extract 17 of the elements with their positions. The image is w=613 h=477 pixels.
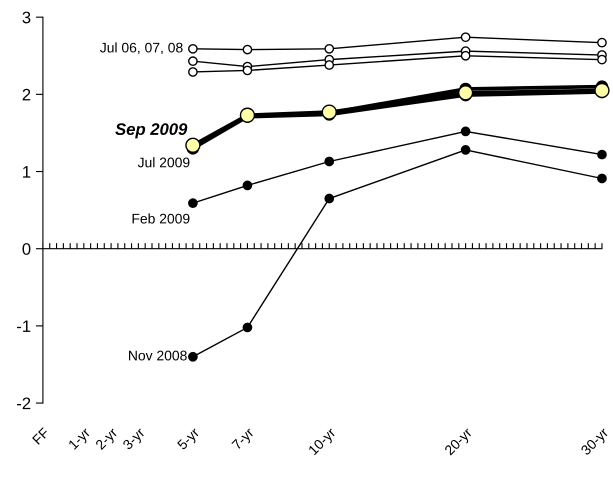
y-tick-label: 0 — [22, 243, 30, 255]
series-label: Sep 2009 — [115, 123, 188, 138]
y-tick-label: -1 — [17, 320, 30, 332]
x-tick-label: 2-yr — [94, 426, 120, 452]
y-tick-label: -2 — [17, 397, 30, 410]
series-label: Jul 2009 — [138, 157, 190, 168]
y-tick-label: 1 — [23, 166, 30, 178]
x-tick-label: FF — [32, 427, 50, 445]
x-tick-label: 5-yr — [176, 427, 202, 452]
y-tick-label: 2 — [22, 88, 30, 100]
y-tick-label: 3 — [22, 12, 30, 24]
x-tick-label: 7-yr — [231, 427, 256, 452]
x-tick-label: 3-yr — [122, 426, 148, 452]
series-label: Nov 2008 — [129, 350, 187, 360]
annotation: Jul 06, 07, 08 — [100, 42, 183, 54]
x-tick-label: 1-yr — [68, 427, 93, 452]
series-label: Feb 2009 — [132, 213, 190, 224]
